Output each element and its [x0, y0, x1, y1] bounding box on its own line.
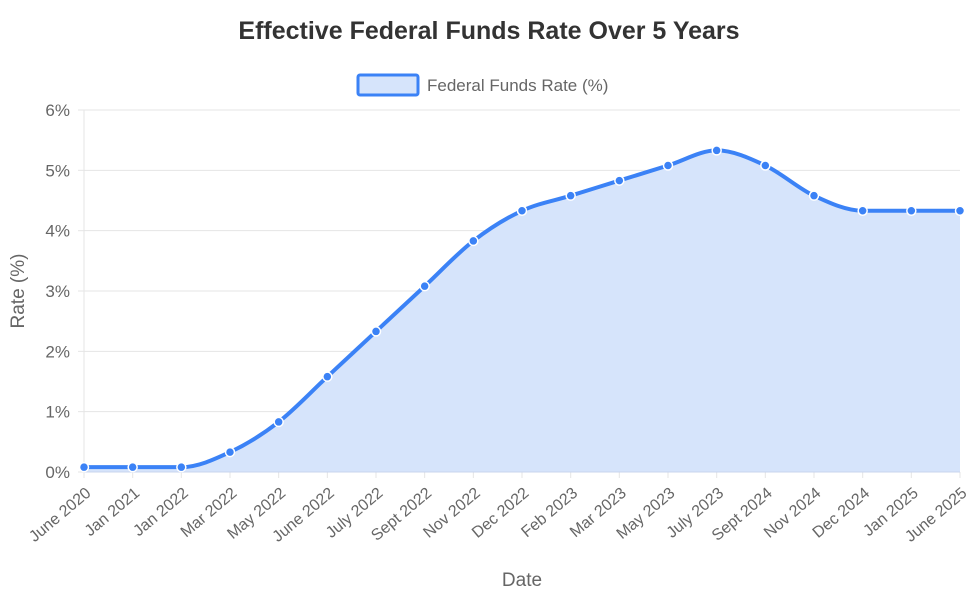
data-point[interactable] [614, 175, 625, 186]
data-point[interactable] [468, 235, 479, 247]
y-tick-label: 6% [45, 101, 70, 120]
y-tick-label: 1% [45, 403, 70, 422]
data-point[interactable] [857, 205, 868, 217]
y-tick-label: 0% [45, 463, 70, 482]
legend[interactable]: Federal Funds Rate (%) [356, 73, 608, 97]
data-point[interactable] [808, 190, 820, 201]
data-point[interactable] [711, 145, 722, 156]
data-point[interactable] [322, 371, 333, 382]
chart-title: Effective Federal Funds Rate Over 5 Year… [238, 17, 739, 45]
plot-area [78, 145, 966, 473]
y-tick-label: 2% [45, 342, 70, 361]
y-tick-label: 4% [45, 222, 70, 241]
data-point[interactable] [565, 190, 576, 201]
data-point[interactable] [419, 280, 430, 292]
data-point[interactable] [127, 461, 138, 473]
x-axis-label: Date [502, 570, 542, 591]
data-point[interactable] [662, 160, 674, 171]
series-area [84, 150, 960, 472]
data-point[interactable] [224, 446, 236, 458]
legend-swatch [356, 73, 420, 97]
y-tick-label: 5% [45, 161, 70, 180]
y-axis-ticks: 0% 1% 2% 3% 4% 5% 6% [45, 101, 84, 482]
data-point[interactable] [176, 461, 187, 473]
data-point[interactable] [516, 205, 528, 217]
y-tick-label: 3% [45, 282, 70, 301]
legend-label: Federal Funds Rate (%) [427, 76, 608, 95]
data-point[interactable] [78, 461, 90, 473]
data-point[interactable] [760, 160, 771, 171]
x-tick-label: June 2020 [26, 485, 94, 546]
data-point[interactable] [906, 205, 917, 217]
data-point[interactable] [954, 205, 966, 217]
y-axis-label: Rate (%) [8, 254, 29, 329]
data-point[interactable] [273, 416, 284, 428]
data-point[interactable] [370, 326, 382, 337]
